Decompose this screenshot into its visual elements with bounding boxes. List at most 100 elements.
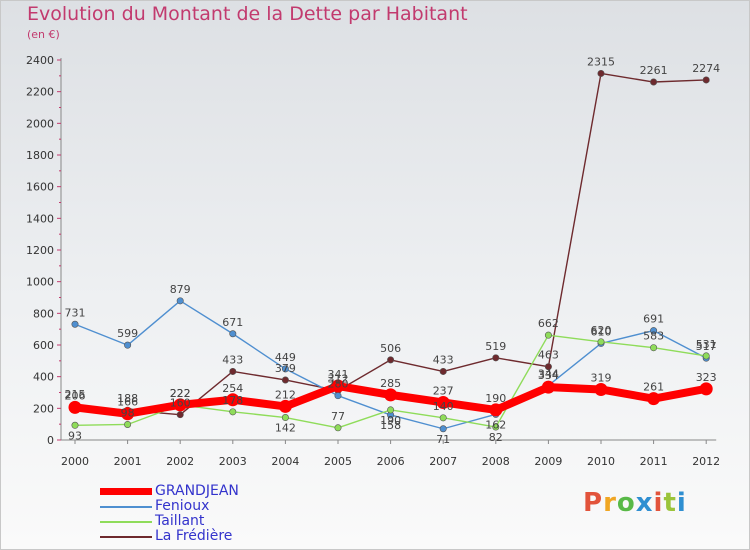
series-layer: [68, 69, 713, 433]
y-tick-label: 1000: [26, 276, 54, 289]
data-label-grandjean: 285: [380, 377, 401, 390]
logo-letter: P: [583, 488, 604, 518]
data-label-la-frediere: 506: [380, 342, 401, 355]
data-label-fenioux: 599: [117, 327, 138, 340]
y-tick-label: 1800: [26, 149, 54, 162]
data-label-grandjean: 341: [328, 368, 349, 381]
y-tick-label: 1400: [26, 212, 54, 225]
data-label-grandjean: 212: [275, 388, 296, 401]
series-point-taillant: [597, 338, 605, 346]
y-tick-label: 1600: [26, 181, 54, 194]
series-la-frediere: [71, 69, 710, 419]
x-tick-label: 2009: [534, 455, 562, 468]
data-label-taillant: 77: [331, 410, 345, 423]
series-point-taillant: [229, 408, 237, 416]
series-point-taillant: [71, 421, 79, 429]
series-point-fenioux: [71, 320, 79, 328]
logo-letter: o: [616, 488, 636, 518]
data-label-fenioux: 671: [222, 316, 243, 329]
logo-letter: i: [653, 488, 664, 518]
legend-label-grandjean: GRANDJEAN: [155, 483, 239, 499]
data-label-fenioux: 879: [170, 283, 191, 296]
series-point-fenioux: [229, 330, 237, 338]
legend-swatch-taillant: [100, 521, 152, 523]
data-label-la-frediere: 433: [433, 353, 454, 366]
series-point-grandjean: [68, 400, 82, 414]
x-tick-label: 2012: [692, 455, 720, 468]
series-point-taillant: [124, 420, 132, 428]
legend-swatch-la-frediere: [100, 536, 152, 538]
data-label-grandjean: 190: [485, 392, 506, 405]
series-point-taillant: [439, 414, 447, 422]
x-tick-label: 2002: [166, 455, 194, 468]
series-point-grandjean: [278, 399, 292, 413]
data-label-fenioux: 731: [65, 306, 86, 319]
data-label-fenioux: 449: [275, 351, 296, 364]
data-label-fenioux: 162: [485, 418, 506, 431]
series-point-la-frediere: [229, 367, 237, 375]
data-label-grandjean: 206: [65, 389, 86, 402]
series-point-grandjean: [121, 407, 135, 421]
data-label-taillant: 662: [538, 317, 559, 330]
series-point-grandjean: [541, 380, 555, 394]
data-label-taillant: 583: [643, 330, 664, 343]
x-tick-label: 2010: [587, 455, 615, 468]
chart-title: Evolution du Montant de la Dette par Hab…: [27, 3, 468, 25]
x-tick-label: 2000: [61, 455, 89, 468]
data-label-la-frediere: 519: [485, 340, 506, 353]
legend-label-taillant: Taillant: [155, 513, 205, 529]
data-label-taillant: 142: [275, 422, 296, 435]
data-label-taillant: 93: [68, 429, 82, 442]
series-point-taillant: [544, 331, 552, 339]
data-label-la-frediere: 2274: [692, 62, 720, 75]
series-point-la-frediere: [597, 69, 605, 77]
data-label-fenioux: 691: [643, 313, 664, 326]
series-line-la-frediere: [74, 72, 707, 416]
y-tick-label: 600: [33, 339, 54, 352]
y-tick-label: 2000: [26, 117, 54, 130]
series-point-fenioux: [650, 327, 658, 335]
data-label-fenioux: 344: [538, 368, 559, 381]
x-tick-label: 2003: [219, 455, 247, 468]
series-point-la-frediere: [387, 356, 395, 364]
data-label-grandjean: 261: [643, 381, 664, 394]
series-point-taillant: [492, 423, 500, 431]
y-tick-label: 2400: [26, 54, 54, 67]
data-label-taillant: 222: [170, 387, 191, 400]
data-label-fenioux: 517: [696, 340, 717, 353]
data-label-grandjean: 166: [117, 396, 138, 409]
x-tick-label: 2007: [429, 455, 457, 468]
chart-subtitle: (en €): [27, 28, 60, 41]
series-point-la-frediere: [281, 376, 289, 384]
series-point-grandjean: [489, 403, 503, 417]
data-label-taillant: 190: [380, 414, 401, 427]
data-label-grandjean: 319: [591, 371, 612, 384]
logo-letter: t: [663, 488, 677, 518]
data-label-la-frediere: 215: [65, 388, 86, 401]
line-chart: 0 200 400 600 800 1000 1200 1400 1600 1800 2000 220…: [26, 54, 720, 468]
series-point-la-frediere: [650, 78, 658, 86]
axes: 0 200 400 600 800 1000 1200 1400 1600 1800 2000 220…: [26, 54, 720, 468]
legend-swatch-grandjean: [100, 488, 152, 495]
series-point-la-frediere: [492, 354, 500, 362]
x-tick-label: 2005: [324, 455, 352, 468]
data-label-grandjean: 334: [538, 369, 559, 382]
data-label-taillant: 620: [591, 324, 612, 337]
logo-letter: i: [676, 488, 687, 518]
series-point-fenioux: [439, 425, 447, 433]
data-label-taillant: 140: [433, 400, 454, 413]
data-label-grandjean: 222: [170, 387, 191, 400]
proxiti-logo: Proxiti: [583, 488, 687, 518]
series-point-fenioux: [334, 392, 342, 400]
legend-swatch-fenioux: [100, 506, 152, 508]
series-point-grandjean: [436, 395, 450, 409]
data-label-fenioux: 71: [436, 433, 450, 446]
data-label-fenioux: 280: [328, 378, 349, 391]
series-point-grandjean: [331, 379, 345, 393]
y-tick-label: 400: [33, 371, 54, 384]
x-tick-label: 2004: [271, 455, 299, 468]
data-label-la-frediere: 433: [222, 353, 243, 366]
y-tick-label: 1200: [26, 244, 54, 257]
series-point-la-frediere: [544, 363, 552, 371]
